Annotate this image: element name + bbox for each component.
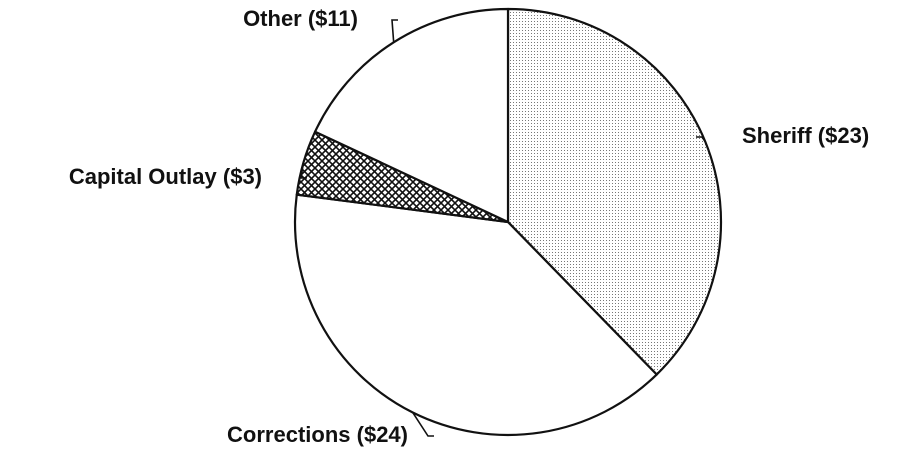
leader-line [300, 162, 307, 179]
leader-line [391, 19, 398, 43]
slice-label: Sheriff ($23) [742, 123, 869, 148]
leader-line [696, 136, 706, 143]
pie-slice [293, 193, 658, 437]
slice-label: Other ($11) [243, 6, 358, 31]
slice-label: Capital Outlay ($3) [69, 164, 262, 189]
leader-line [412, 412, 434, 437]
slice-label: Corrections ($24) [227, 422, 408, 447]
